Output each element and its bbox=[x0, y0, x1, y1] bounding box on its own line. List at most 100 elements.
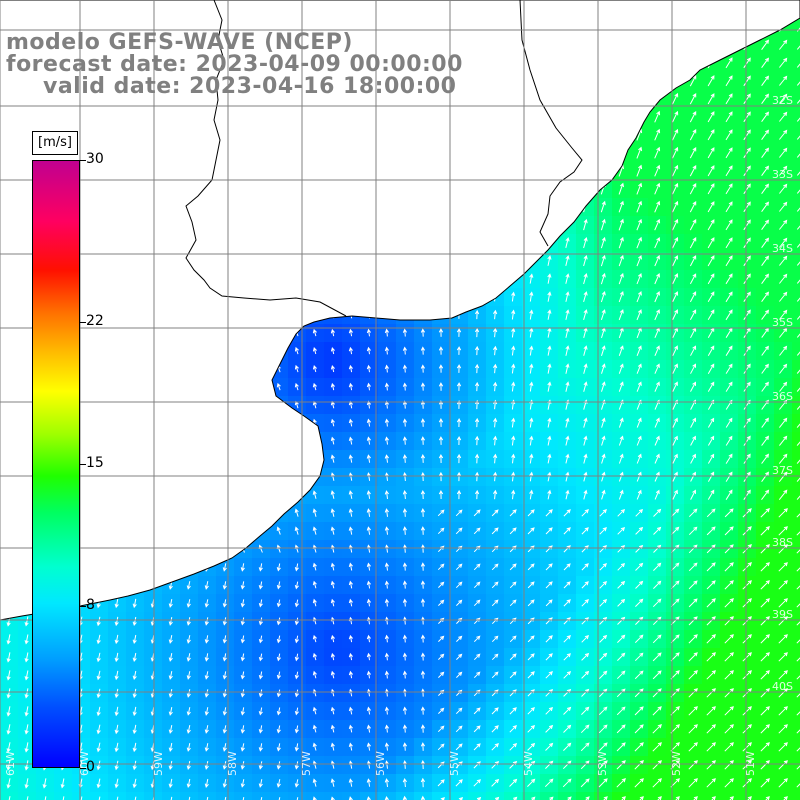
speed-cell bbox=[234, 792, 252, 800]
speed-cell bbox=[792, 162, 800, 180]
speed-cell bbox=[792, 126, 800, 144]
speed-cell bbox=[180, 792, 198, 800]
speed-cell bbox=[792, 90, 800, 108]
latitude-label: 36S bbox=[772, 390, 793, 403]
wind-arrow bbox=[725, 57, 733, 69]
longitude-label: 53W bbox=[596, 751, 609, 776]
speed-cell bbox=[792, 396, 800, 414]
speed-cell bbox=[108, 792, 126, 800]
longitude-label: 56W bbox=[374, 751, 387, 776]
speed-cell bbox=[792, 774, 800, 792]
speed-cell bbox=[360, 792, 378, 800]
wind-arrow bbox=[779, 57, 788, 68]
speed-cell bbox=[792, 234, 800, 252]
speed-cell bbox=[252, 792, 270, 800]
speed-cell bbox=[306, 792, 324, 800]
colorbar-tick-label: 30 bbox=[86, 151, 104, 167]
longitude-label: 59W bbox=[152, 751, 165, 776]
speed-cell bbox=[216, 792, 234, 800]
speed-cell bbox=[792, 36, 800, 54]
colorbar-tick-label: 8 bbox=[86, 596, 95, 613]
colorbar-tick bbox=[80, 322, 86, 324]
speed-cell bbox=[576, 792, 594, 800]
speed-cell bbox=[792, 378, 800, 396]
speed-cell bbox=[792, 270, 800, 288]
speed-cell bbox=[540, 792, 558, 800]
speed-cell bbox=[666, 792, 684, 800]
speed-cell bbox=[792, 72, 800, 90]
speed-cell bbox=[18, 792, 36, 800]
speed-cell bbox=[378, 792, 396, 800]
wind-arrow bbox=[796, 63, 800, 68]
wind-arrow bbox=[707, 93, 715, 105]
longitude-label: 54W bbox=[522, 751, 535, 776]
colorbar bbox=[32, 160, 80, 768]
speed-cell bbox=[396, 792, 414, 800]
wind-arrow bbox=[761, 39, 770, 50]
longitude-label: 55W bbox=[448, 751, 461, 776]
colorbar-tick-label: 22 bbox=[86, 313, 104, 330]
speed-cell bbox=[792, 666, 800, 684]
speed-cell bbox=[792, 180, 800, 198]
wind-arrow bbox=[672, 92, 679, 105]
longitude-label: 57W bbox=[300, 751, 313, 776]
wind-arrow bbox=[796, 45, 800, 50]
speed-cell bbox=[522, 792, 540, 800]
latitude-label: 38S bbox=[772, 536, 793, 549]
speed-cell bbox=[792, 648, 800, 666]
speed-cell bbox=[288, 792, 306, 800]
speed-cell bbox=[594, 792, 612, 800]
speed-cell bbox=[36, 792, 54, 800]
speed-cell bbox=[792, 108, 800, 126]
speed-cell bbox=[792, 342, 800, 360]
speed-cell bbox=[792, 702, 800, 720]
speed-cell bbox=[756, 792, 774, 800]
latitude-label: 35S bbox=[772, 316, 793, 329]
wind-arrow bbox=[689, 74, 697, 87]
longitude-label: 52W bbox=[670, 751, 683, 776]
speed-cell bbox=[486, 792, 504, 800]
speed-cell bbox=[468, 792, 486, 800]
speed-cell bbox=[792, 360, 800, 378]
speed-cell bbox=[702, 792, 720, 800]
speed-cell bbox=[792, 198, 800, 216]
wind-arrow bbox=[743, 57, 751, 69]
speed-cell bbox=[792, 684, 800, 702]
speed-cell bbox=[792, 288, 800, 306]
latitude-label: 32S bbox=[772, 94, 793, 107]
speed-cell bbox=[792, 756, 800, 774]
speed-cell bbox=[126, 792, 144, 800]
colorbar-tick bbox=[80, 768, 86, 769]
speed-cell bbox=[72, 792, 90, 800]
speed-cell bbox=[792, 324, 800, 342]
wind-arrow bbox=[761, 93, 770, 104]
colorbar-gradient bbox=[33, 161, 79, 767]
speed-cell bbox=[558, 792, 576, 800]
speed-cell bbox=[792, 576, 800, 594]
speed-cell bbox=[792, 594, 800, 612]
speed-cell bbox=[792, 54, 800, 72]
latitude-label: 39S bbox=[772, 608, 793, 621]
wind-arrow bbox=[779, 75, 788, 86]
colorbar-unit: [m/s] bbox=[32, 131, 78, 155]
speed-cell bbox=[432, 792, 450, 800]
wind-arrow bbox=[761, 75, 770, 86]
speed-cell bbox=[792, 306, 800, 324]
speed-cell bbox=[792, 504, 800, 522]
speed-cell bbox=[270, 792, 288, 800]
speed-cell bbox=[648, 792, 666, 800]
speed-cell bbox=[792, 252, 800, 270]
speed-cell bbox=[792, 558, 800, 576]
latitude-label: 34S bbox=[772, 242, 793, 255]
wind-arrow bbox=[743, 93, 751, 105]
speed-cell bbox=[162, 792, 180, 800]
speed-cell bbox=[324, 792, 342, 800]
speed-cell bbox=[504, 792, 522, 800]
colorbar-tick-label: 15 bbox=[86, 455, 104, 471]
wind-arrow bbox=[689, 92, 697, 105]
speed-cell bbox=[450, 792, 468, 800]
colorbar-tick bbox=[80, 605, 86, 607]
speed-cell bbox=[720, 792, 738, 800]
